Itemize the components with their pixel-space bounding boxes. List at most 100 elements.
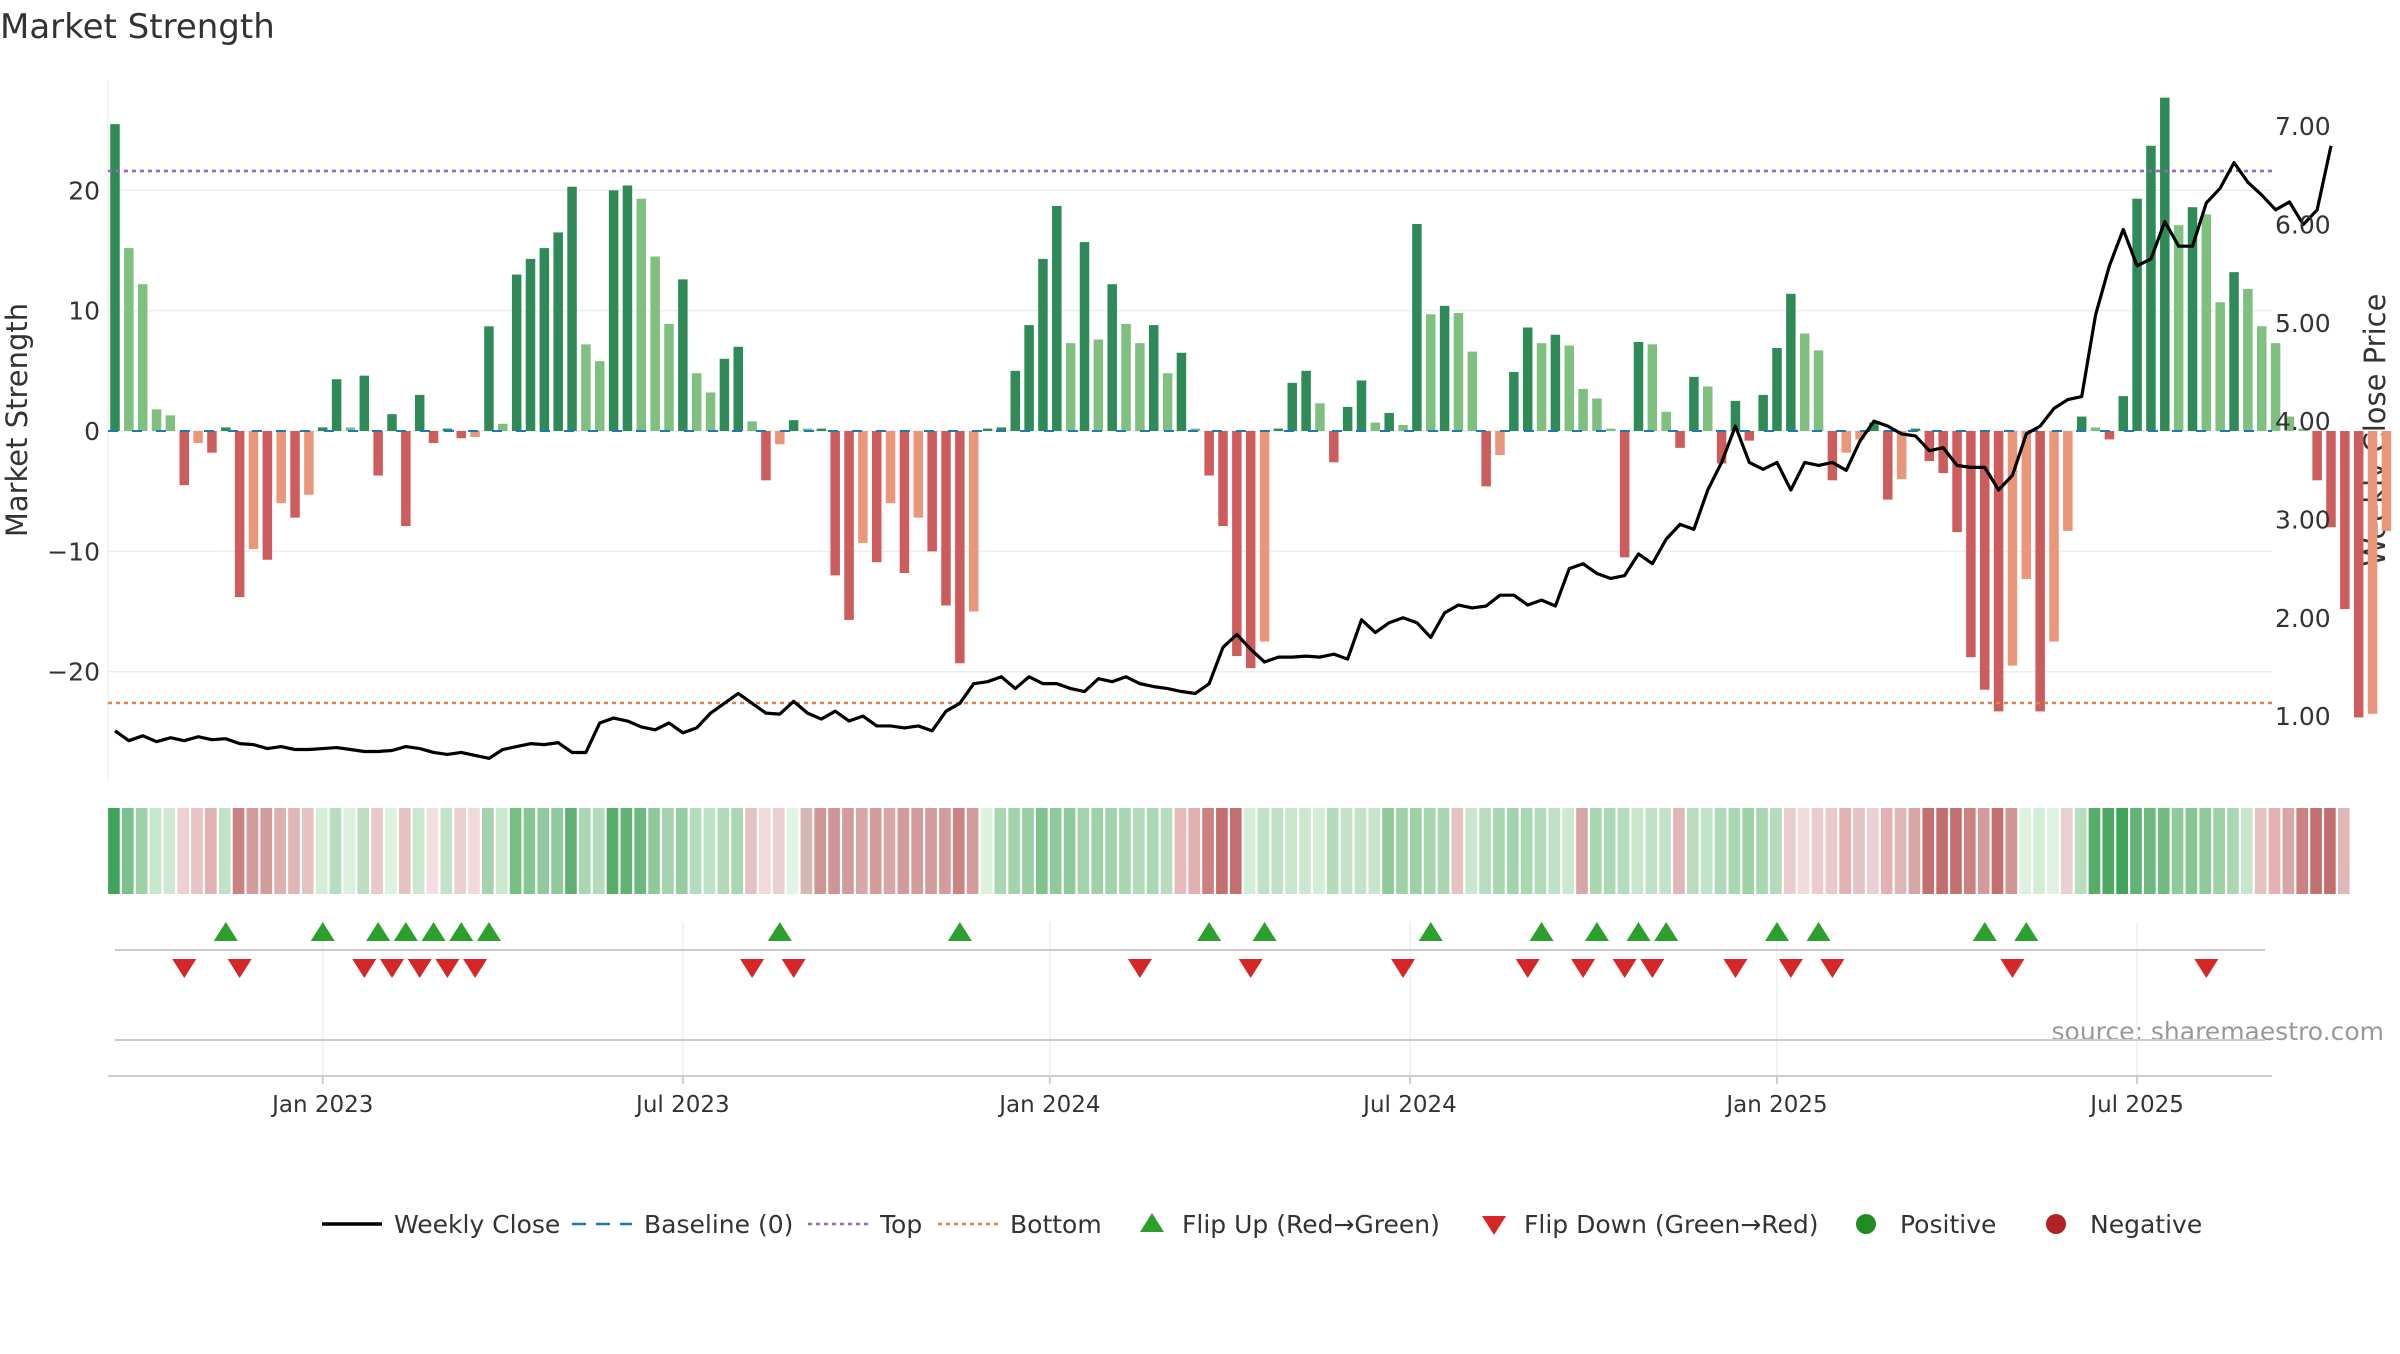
strength-bar [553,232,563,431]
strip-cell [1742,808,1755,894]
flip-down-marker [1640,959,1665,978]
strength-bar [1301,370,1311,431]
flip-down-marker [1127,959,1152,978]
strength-bar [955,431,965,664]
strip-cell [232,808,245,894]
strength-bar [1135,343,1145,431]
strength-bar [1619,431,1630,558]
strength-bar [110,124,120,432]
strength-bar [1522,327,1533,431]
strip-cell [246,808,259,894]
strength-bar [539,248,550,431]
strip-cell [2185,808,2198,894]
strength-bar [276,431,286,504]
strength-bar [581,344,591,431]
strip-cell [1645,808,1658,894]
chart-title: Market Strength [0,7,275,47]
strip-cell [163,808,176,894]
strength-bar [885,431,896,504]
strength-bar [345,427,356,431]
strip-cell [2116,808,2128,894]
strength-bar [1495,431,1505,456]
strip-cell [2282,808,2295,894]
strip-cell [1063,808,1076,894]
strength-bar [165,415,176,431]
strength-bar [2104,431,2115,440]
strength-bar [2326,431,2336,528]
strength-bar [816,428,827,431]
strip-cell [2310,808,2322,894]
strip-cell [440,808,453,894]
strip-cell [426,808,439,894]
strength-bar [124,248,134,431]
strength-bar [1398,424,1408,431]
y-left-tick-label: −10 [47,537,100,566]
strip-cell [2199,808,2212,894]
strength-bar [2284,416,2295,431]
strength-bar [1010,370,1020,431]
strength-bar [2063,431,2073,531]
strength-bar [2021,431,2032,580]
strip-cell [966,808,979,894]
strength-bar [1481,431,1491,487]
strip-cell [1313,808,1325,894]
legend-label-flip-up: Flip Up (Red→Green) [1182,1210,1440,1239]
strip-cell [1825,808,1838,894]
strip-cell [634,808,647,894]
strength-bar [2298,428,2309,431]
strength-bar [2367,431,2378,714]
strength-bar [1855,431,1865,440]
strength-bar [1716,431,1727,464]
strength-bar [844,431,854,620]
strip-cell [1853,808,1865,894]
strength-bar [525,258,536,431]
strength-bar [1703,386,1713,431]
strip-cell [1908,808,1921,894]
strip-cell [1520,808,1533,894]
strength-bar [1564,345,1574,431]
strip-cell [1534,808,1547,894]
strength-bar [747,421,757,431]
strip-cell [1950,808,1962,894]
strip-cell [717,808,730,894]
strip-cell [523,808,536,894]
strength-bar [414,394,425,431]
strip-cell [1867,808,1879,894]
strip-cell [149,808,162,894]
strength-bar [1661,411,1671,431]
strip-cell [2337,808,2350,894]
strength-bar [733,346,743,431]
strength-bar [996,427,1007,431]
strip-cell [108,808,120,894]
flip-up-marker [947,922,972,941]
strip-cell [952,808,965,894]
strip-cell [371,808,383,894]
strip-cell [1243,808,1256,894]
strip-cell [2324,808,2336,894]
flip-down-marker [1571,959,1596,978]
strength-bar [2187,207,2198,431]
strip-cell [2268,808,2281,894]
flip-down-marker [227,959,252,978]
strip-cell [551,808,563,894]
strength-bar [1342,406,1353,431]
strength-bar [650,256,660,431]
flip-down-marker [1612,959,1637,978]
flip-down-marker [1778,959,1803,978]
strength-bar [2353,431,2364,718]
strip-cell [1493,808,1505,894]
strength-bar [2160,97,2170,431]
flip-up-marker [1197,922,1222,941]
strip-cell [1839,808,1851,894]
strip-cell [1437,808,1450,894]
strength-bar [1329,431,1339,463]
strip-cell [1049,808,1062,894]
flip-down-marker [1820,959,1845,978]
flip-up-marker [449,922,474,941]
legend-label-bottom: Bottom [1010,1210,1102,1239]
legend: Weekly Close Baseline (0) Top Bottom Flip Up… [322,1210,2202,1239]
strength-bar [567,186,577,431]
flip-up-marker [767,922,792,941]
